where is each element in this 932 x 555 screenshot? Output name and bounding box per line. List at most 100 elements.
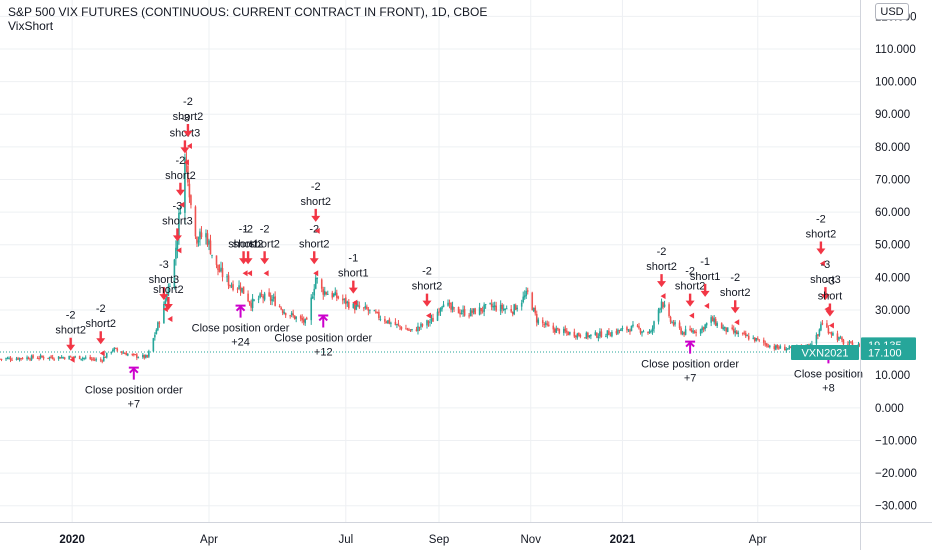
candle-body — [597, 336, 600, 338]
candle-body — [334, 291, 337, 296]
short-entry-signal[interactable]: short2 -2 — [412, 266, 443, 319]
candle-body — [756, 338, 759, 340]
candle-body — [299, 316, 302, 319]
candle-body — [692, 330, 694, 333]
short-entry-signal[interactable]: short2 -2 — [646, 246, 677, 300]
candle-body — [57, 356, 60, 359]
candle-body — [490, 303, 493, 307]
candle-body — [504, 308, 506, 310]
short-entry-signal[interactable]: short2 -2 — [675, 266, 706, 319]
strategy-name[interactable]: VixShort — [8, 19, 54, 33]
candle-body — [576, 333, 579, 338]
signal-qty: +7 — [684, 373, 697, 385]
candle-body — [167, 286, 170, 296]
signal-qty: -2 — [730, 272, 740, 284]
short-entry-signal[interactable]: short2 -2 — [806, 213, 837, 267]
signal-label: short2 — [165, 170, 196, 182]
candle-body — [573, 331, 576, 337]
entry-arrow-icon — [730, 300, 740, 314]
candle-body — [678, 322, 681, 329]
close-position-signal[interactable]: Close position order +7 — [641, 340, 739, 385]
short-entry-signal[interactable]: short -3 — [818, 275, 842, 329]
price-tag[interactable]: VXN2021 17.100 — [791, 345, 916, 361]
short-entry-signal[interactable]: short2 -2 — [165, 155, 196, 208]
signal-qty: -2 — [243, 223, 253, 235]
short-entry-signal[interactable]: short1 -1 — [690, 256, 721, 309]
candle-body — [734, 330, 737, 334]
candle-body — [702, 327, 705, 330]
candle-body — [418, 327, 421, 329]
candle-body — [448, 303, 451, 305]
x-tick-label: Jul — [338, 534, 353, 546]
candle-body — [832, 333, 834, 336]
candle-body — [176, 237, 179, 250]
candle-body — [608, 330, 610, 336]
signal-label: Close position order — [641, 359, 739, 371]
candle-body — [493, 305, 496, 307]
short-entry-signal[interactable]: short1 -1 — [338, 253, 369, 306]
candle-body — [284, 312, 287, 316]
candle-body — [47, 357, 49, 359]
candle-body — [346, 301, 349, 304]
candle-body — [305, 317, 308, 320]
candle-body — [343, 298, 346, 300]
candle-body — [547, 324, 550, 326]
short-entry-signal[interactable]: short2 -2 — [233, 223, 264, 277]
candle-body — [569, 331, 571, 335]
candle-body — [599, 331, 601, 337]
currency-button[interactable]: USD — [875, 3, 909, 20]
candle-body — [811, 343, 813, 345]
short-entry-signal[interactable]: short1 -1 — [228, 223, 259, 277]
short-entry-signal[interactable]: short2 -2 — [720, 272, 751, 326]
short-entry-signal[interactable]: short2 -2 — [299, 223, 330, 277]
candle-body — [826, 323, 828, 328]
short-entry-signal[interactable]: short2 — [153, 284, 184, 322]
candle-body — [310, 297, 313, 321]
candle-body — [111, 350, 114, 352]
candle-body — [626, 327, 628, 331]
candle-body — [250, 303, 252, 308]
time-axis[interactable]: 2020 Apr Jul Sep Nov 2021 Apr — [59, 534, 767, 546]
short-entry-signal[interactable]: short2 -2 — [300, 181, 331, 234]
short-entry-signal[interactable]: short2 -2 — [55, 310, 86, 363]
short-entry-signal[interactable]: short3-3 — [170, 112, 201, 166]
short-entry-signal[interactable]: short2 -2 — [173, 96, 204, 150]
candle-body — [51, 357, 54, 359]
candle-body — [253, 299, 255, 301]
candle-body — [689, 328, 691, 331]
close-position-signal[interactable]: Close position order +24 — [192, 304, 290, 349]
close-position-signal[interactable]: Close position order +7 — [85, 366, 183, 411]
candle-body — [587, 332, 589, 338]
y-tick-label: 80.000 — [875, 142, 910, 154]
candle-body — [543, 324, 546, 326]
candle-body — [211, 254, 213, 256]
signal-label: short2 — [720, 287, 751, 299]
candle-body — [396, 324, 398, 326]
candle-body — [609, 335, 612, 337]
candle-body — [241, 287, 243, 293]
candle-body — [701, 327, 703, 331]
candle-body — [857, 343, 860, 347]
candle-body — [426, 320, 428, 326]
candle-body — [417, 326, 419, 332]
close-position-signal[interactable]: Close position order +12 — [274, 314, 372, 358]
price-axis[interactable]: −30.000−20.000−10.0000.00010.00020.00030… — [791, 11, 917, 513]
signal-label: short1 — [690, 271, 721, 283]
candle-body — [242, 286, 245, 294]
candle-body — [735, 331, 738, 335]
signal-label: Close position — [794, 368, 863, 380]
short-entry-signal[interactable]: short2 -2 — [85, 303, 116, 357]
short-entry-signal[interactable]: short3-3 — [162, 200, 193, 254]
candle-body — [790, 346, 792, 348]
short-entry-signal[interactable]: short3-3 — [149, 259, 180, 313]
candle-body — [133, 354, 135, 356]
short-entry-signal[interactable]: short3-3 — [810, 259, 841, 313]
short-entry-signal[interactable]: short2 -2 — [249, 223, 280, 277]
candle-body — [842, 339, 845, 345]
y-tick-label: 50.000 — [875, 240, 910, 252]
entry-arrow-icon — [311, 208, 321, 222]
candle-body — [710, 317, 712, 323]
candle-body — [752, 337, 755, 339]
candle-body — [555, 328, 558, 333]
